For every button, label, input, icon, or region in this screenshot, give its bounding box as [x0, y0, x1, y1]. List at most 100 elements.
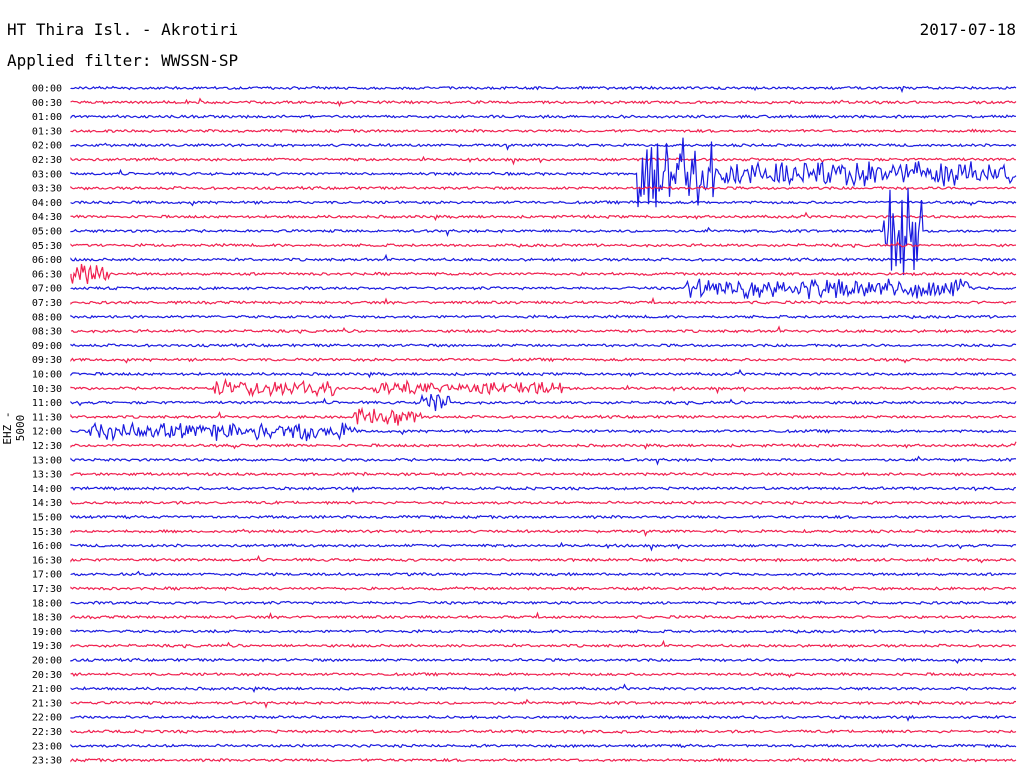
row-time-label: 08:00: [32, 312, 62, 323]
row-time-label: 17:00: [32, 570, 62, 581]
row-time-label: 13:30: [32, 470, 62, 481]
row-time-label: 01:00: [32, 112, 62, 123]
seismic-trace: [70, 368, 1017, 379]
seismic-trace: [70, 377, 1017, 398]
seismic-trace: [70, 406, 1017, 426]
seismic-trace: [70, 128, 1017, 134]
row-time-label: 20:00: [32, 656, 62, 667]
seismic-trace: [70, 757, 1017, 763]
seismic-trace: [70, 155, 1016, 166]
row-time-label: 15:00: [32, 513, 62, 524]
row-time-label: 21:30: [32, 698, 62, 709]
seismic-trace: [70, 441, 1017, 450]
row-time-label: 09:30: [32, 355, 62, 366]
row-time-label: 05:30: [32, 241, 62, 252]
row-time-label: 20:30: [32, 670, 62, 681]
row-time-label: 04:00: [32, 198, 62, 209]
row-time-label: 00:30: [32, 98, 62, 109]
seismic-trace: [70, 455, 1017, 466]
row-time-label: 18:30: [32, 613, 62, 624]
row-time-label: 12:00: [32, 427, 62, 438]
seismic-trace: [70, 611, 1017, 620]
row-time-label: 06:00: [32, 255, 62, 266]
seismic-trace: [70, 600, 1017, 606]
seismic-trace: [70, 199, 1017, 207]
seismic-trace: [70, 743, 1017, 749]
row-time-label: 14:00: [32, 484, 62, 495]
seismic-trace: [70, 729, 1017, 735]
row-time-label: 09:00: [32, 341, 62, 352]
seismic-trace: [70, 628, 1017, 634]
seismic-trace: [70, 137, 1017, 208]
row-time-label: 22:00: [32, 713, 62, 724]
seismic-trace: [70, 541, 1017, 552]
row-time-label: 03:00: [32, 169, 62, 180]
seismic-trace: [70, 683, 1017, 693]
row-time-label: 10:30: [32, 384, 62, 395]
row-time-label: 16:00: [32, 541, 62, 552]
row-time-label: 02:00: [32, 141, 62, 152]
seismic-trace: [70, 639, 1017, 649]
seismic-trace: [70, 514, 1017, 520]
row-time-label: 06:30: [32, 269, 62, 280]
row-time-label: 11:30: [32, 412, 62, 423]
row-time-label: 18:00: [32, 598, 62, 609]
row-time-label: 15:30: [32, 527, 62, 538]
seismic-trace: [70, 485, 1016, 494]
seismic-trace: [70, 671, 1017, 679]
seismic-trace: [70, 393, 1017, 412]
seismic-trace: [70, 714, 1017, 722]
row-time-label: 07:30: [32, 298, 62, 309]
seismic-trace: [70, 97, 1017, 108]
seismic-trace: [70, 342, 1017, 348]
row-time-label: 07:00: [32, 284, 62, 295]
seismic-trace: [70, 296, 1017, 305]
seismic-trace: [70, 114, 1016, 120]
seismic-trace: [70, 657, 1017, 665]
row-time-label: 17:30: [32, 584, 62, 595]
row-time-label: 23:30: [32, 756, 62, 767]
seismic-trace: [70, 570, 1017, 577]
row-time-label: 21:00: [32, 684, 62, 695]
row-time-label: 02:30: [32, 155, 62, 166]
seismic-trace: [70, 142, 1017, 151]
row-time-label: 05:00: [32, 227, 62, 238]
seismic-trace: [70, 421, 1017, 442]
row-time-label: 23:00: [32, 741, 62, 752]
seismic-trace: [70, 185, 1016, 191]
row-time-label: 11:00: [32, 398, 62, 409]
row-time-label: 22:30: [32, 727, 62, 738]
row-time-label: 19:30: [32, 641, 62, 652]
station-title: HT Thira Isl. - Akrotiri: [7, 20, 239, 39]
seismic-trace: [70, 241, 1017, 249]
seismic-trace: [70, 554, 1017, 564]
row-time-label: 00:00: [32, 84, 62, 95]
seismic-trace: [70, 500, 1017, 506]
row-time-label: 12:30: [32, 441, 62, 452]
row-time-label: 08:30: [32, 327, 62, 338]
seismic-trace: [70, 585, 1017, 592]
row-time-label: 01:30: [32, 126, 62, 137]
seismic-trace: [70, 85, 1017, 94]
row-time-label: 10:00: [32, 370, 62, 381]
seismic-trace: [70, 211, 1017, 222]
row-time-label: 04:30: [32, 212, 62, 223]
seismic-trace: [70, 528, 1017, 538]
row-time-label: 19:00: [32, 627, 62, 638]
filter-label: Applied filter: WWSSN-SP: [7, 51, 239, 70]
seismic-trace: [70, 357, 1017, 364]
date-label: 2017-07-18: [919, 20, 1016, 39]
row-time-label: 16:30: [32, 555, 62, 566]
seismic-trace: [70, 253, 1017, 263]
seismic-trace: [70, 263, 1017, 285]
row-time-label: 13:00: [32, 455, 62, 466]
seismic-trace: [70, 314, 1017, 320]
seismic-trace: [70, 325, 1017, 334]
seismic-trace: [70, 278, 1017, 300]
seismic-trace: [70, 471, 1017, 477]
row-time-label: 14:30: [32, 498, 62, 509]
row-time-label: 03:30: [32, 184, 62, 195]
seismic-trace: [70, 187, 1017, 276]
seismic-trace: [70, 698, 1017, 709]
